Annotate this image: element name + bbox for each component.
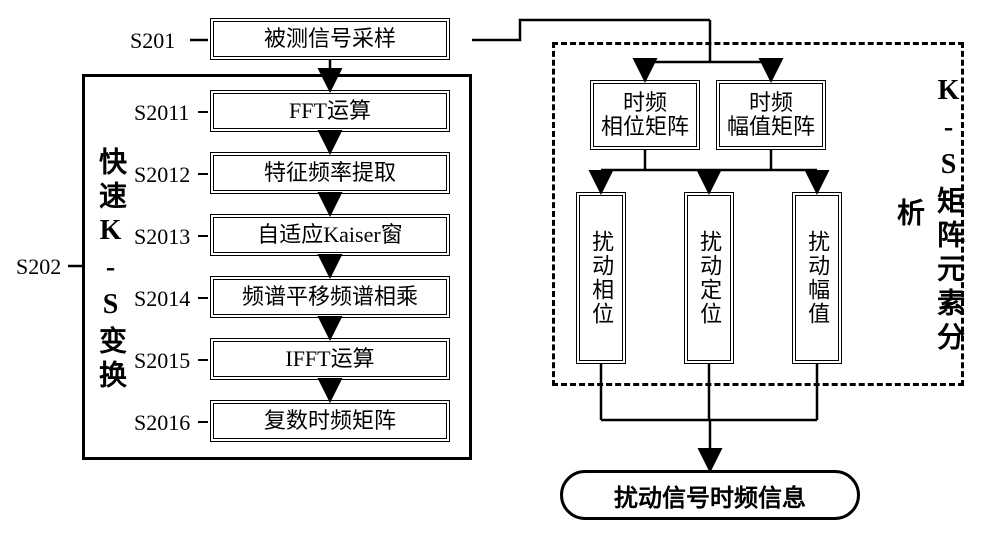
node-disturb-amp-label: 扰动幅值 [805,230,829,326]
label-s2015: S2015 [132,348,192,374]
node-feature: 特征频率提取 [210,152,450,194]
node-matrix-label: 复数时频矩阵 [264,409,396,433]
label-s2012: S2012 [132,162,192,188]
node-fft-label: FFT运算 [289,99,371,123]
node-output-label: 扰动信号时频信息 [614,478,806,513]
node-disturb-phase-label: 扰动相位 [589,230,613,326]
node-spectrum-label: 频谱平移频谱相乘 [242,285,418,309]
label-s2014: S2014 [132,286,192,312]
label-s2013: S2013 [132,224,192,250]
node-disturb-amp: 扰动幅值 [792,192,842,364]
node-ifft-label: IFFT运算 [285,347,374,371]
node-ifft: IFFT运算 [210,338,450,380]
label-s2016: S2016 [132,410,192,436]
node-output: 扰动信号时频信息 [560,470,860,520]
node-amp-matrix-label: 时频幅值矩阵 [727,91,815,139]
node-phase-matrix: 时频相位矩阵 [590,80,700,150]
node-sampling-label: 被测信号采样 [264,27,396,51]
node-matrix: 复数时频矩阵 [210,400,450,442]
node-disturb-locate: 扰动定位 [684,192,734,364]
label-s2011: S2011 [132,100,191,126]
node-phase-matrix-label: 时频相位矩阵 [601,91,689,139]
label-s202: S202 [14,254,63,280]
label-s201: S201 [128,28,177,54]
node-feature-label: 特征频率提取 [264,161,396,185]
right-group-label: K-S矩阵元素分析 [888,70,968,360]
node-kaiser-label: 自适应Kaiser窗 [257,223,402,247]
node-disturb-phase: 扰动相位 [576,192,626,364]
node-amp-matrix: 时频幅值矩阵 [716,80,826,150]
node-kaiser: 自适应Kaiser窗 [210,214,450,256]
node-spectrum: 频谱平移频谱相乘 [210,276,450,318]
node-disturb-locate-label: 扰动定位 [697,230,721,326]
node-sampling: 被测信号采样 [210,18,450,60]
node-fft: FFT运算 [210,90,450,132]
left-group-label: 快速K-S变换 [90,110,130,430]
